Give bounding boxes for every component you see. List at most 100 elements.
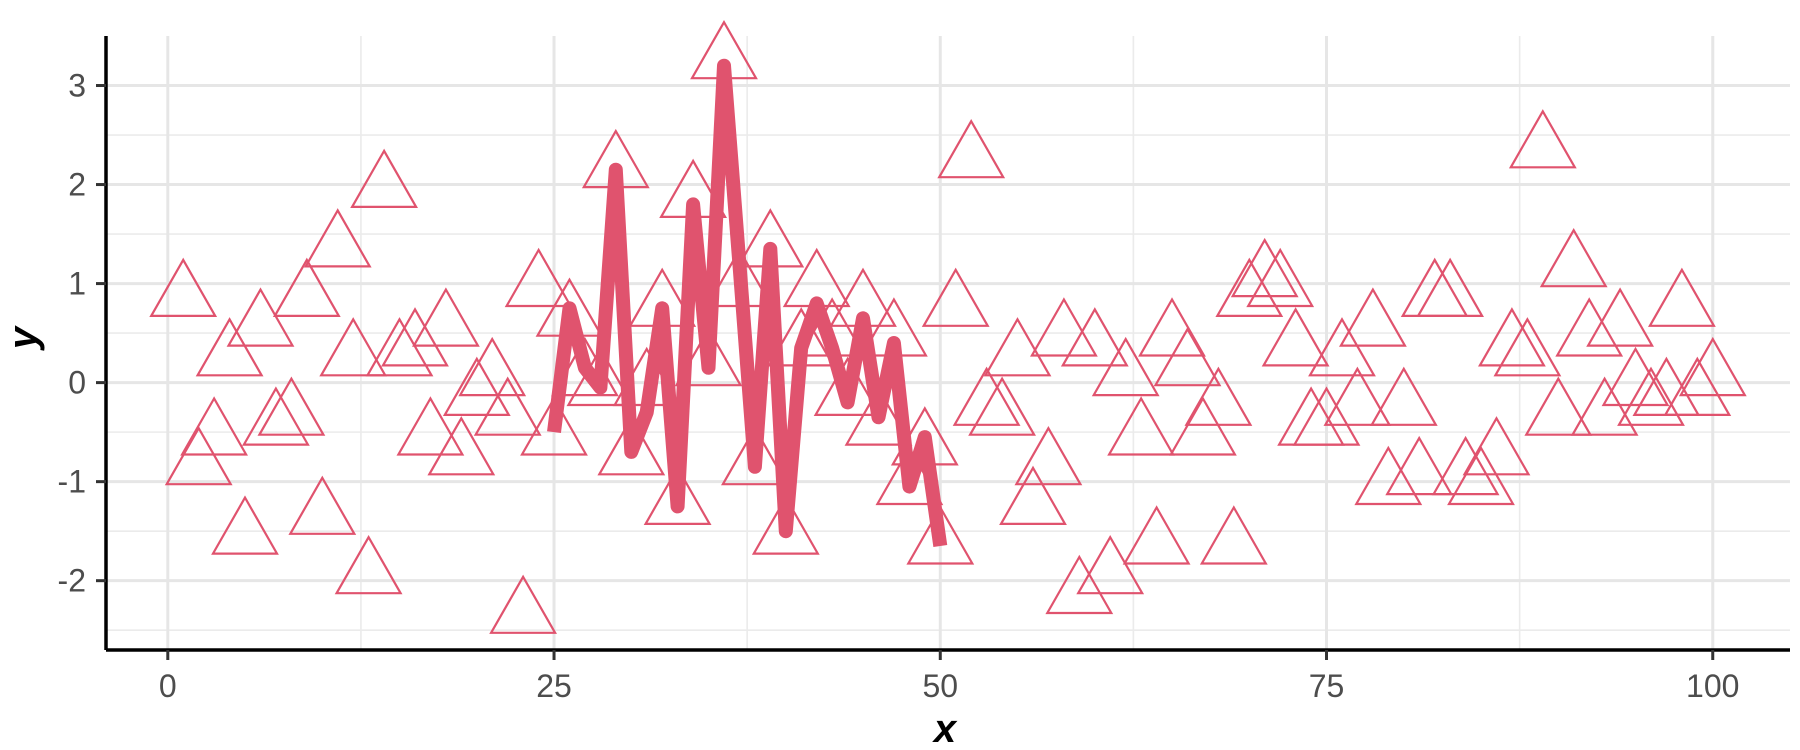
data-point-triangle [242, 386, 310, 446]
data-point-triangle [1493, 317, 1562, 377]
data-point-triangle [1570, 376, 1639, 436]
data-point-triangle [1030, 297, 1098, 357]
data-point-triangle [674, 326, 743, 387]
data-point-triangle [921, 267, 990, 327]
data-point-triangle [1524, 376, 1593, 436]
data-point-triangle [1369, 366, 1438, 426]
data-point-triangle [952, 366, 1021, 426]
data-point-triangle [365, 317, 434, 377]
data-point-triangle [1539, 227, 1608, 288]
y-tick-label: -2 [58, 563, 86, 599]
data-point-triangle [226, 287, 295, 347]
data-point-triangle [1060, 307, 1129, 367]
data-point-triangle [381, 307, 449, 367]
x-tick-label: 75 [1309, 668, 1345, 704]
data-point-triangle [1586, 287, 1654, 347]
data-point-triangle [937, 118, 1006, 179]
data-point-triangle [1385, 435, 1454, 496]
y-tick-label: 2 [68, 167, 86, 203]
data-point-triangle [350, 148, 418, 208]
data-point-triangle [257, 376, 326, 436]
data-point-triangle [1601, 346, 1670, 407]
series-line [547, 58, 948, 547]
data-point-triangle [164, 425, 233, 486]
data-point-triangle [906, 505, 975, 565]
data-point-triangle [1323, 366, 1392, 426]
data-point-triangle [1230, 237, 1299, 298]
data-point-triangle [1153, 326, 1222, 387]
data-point-triangle [813, 356, 882, 416]
data-point-triangle [1138, 297, 1206, 357]
data-point-triangle [211, 495, 279, 555]
x-tick-label: 0 [159, 668, 177, 704]
data-point-triangle [288, 475, 357, 535]
y-axis-ticks: -2 -1 0 1 2 3 [58, 68, 106, 599]
data-point-triangle [458, 336, 527, 397]
data-point-triangle [1339, 287, 1407, 347]
data-point-triangle [1462, 416, 1531, 476]
data-point-triangle [597, 416, 666, 476]
data-point-triangle [303, 208, 372, 268]
data-point-triangle [1508, 109, 1577, 169]
data-point-triangle [1199, 505, 1268, 565]
data-point-triangle [1678, 336, 1747, 397]
data-point-triangle [442, 356, 511, 416]
axes [104, 36, 1790, 652]
data-point-triangle [412, 287, 480, 347]
data-point-triangle [643, 465, 712, 526]
data-point-triangle [1617, 366, 1685, 426]
minor-gridlines [106, 36, 1790, 650]
data-point-triangle [473, 376, 542, 436]
data-point-triangle [1045, 554, 1114, 615]
x-axis-title: x [932, 707, 958, 750]
data-point-triangle [1246, 247, 1315, 308]
data-point-triangle [844, 386, 913, 446]
data-point-triangle [1122, 505, 1191, 565]
data-point-triangle [1169, 396, 1237, 456]
data-point-triangle [1555, 297, 1624, 357]
data-point-triangle [1478, 307, 1546, 367]
data-point-triangle [751, 495, 820, 555]
data-point-triangle [1308, 317, 1376, 377]
x-tick-label: 100 [1686, 668, 1739, 704]
data-point-triangle [149, 257, 218, 317]
data-point-triangle [1184, 366, 1253, 426]
data-point-triangle [1215, 257, 1284, 317]
y-tick-label: 1 [68, 266, 86, 302]
data-point-triangle [180, 396, 248, 456]
line-series [547, 58, 948, 547]
data-point-triangle [1648, 267, 1716, 327]
data-point-triangle [1354, 445, 1423, 506]
data-point-triangle [489, 574, 557, 634]
data-point-triangle [1091, 336, 1160, 397]
data-point-triangle [272, 257, 341, 317]
data-point-triangle [1431, 435, 1500, 496]
data-point-triangle [968, 376, 1036, 436]
data-point-triangle [1292, 386, 1361, 446]
data-point-triangle [999, 465, 1067, 526]
x-tick-label: 25 [536, 668, 572, 704]
data-point-triangle [504, 247, 573, 308]
data-point-triangle [1261, 307, 1330, 367]
x-tick-label: 50 [922, 668, 958, 704]
y-axis-title: y [1, 325, 45, 351]
triangle-points [149, 19, 1747, 634]
data-point-triangle [1663, 356, 1732, 416]
data-point-triangle [396, 396, 465, 456]
data-point-triangle [319, 317, 388, 377]
data-point-triangle [1014, 425, 1083, 486]
data-point-triangle [195, 317, 264, 377]
data-point-triangle [427, 416, 496, 476]
x-axis-ticks: 0 25 50 75 100 [159, 650, 1739, 704]
data-point-triangle [334, 534, 403, 595]
y-tick-label: -1 [58, 464, 86, 500]
y-tick-label: 0 [68, 365, 86, 401]
data-point-triangle [1107, 396, 1175, 456]
data-point-triangle [520, 396, 588, 456]
y-tick-label: 3 [68, 68, 86, 104]
data-point-triangle [721, 425, 789, 486]
data-point-triangle [1416, 257, 1484, 317]
major-gridlines [106, 36, 1790, 650]
data-point-triangle [1447, 445, 1515, 506]
